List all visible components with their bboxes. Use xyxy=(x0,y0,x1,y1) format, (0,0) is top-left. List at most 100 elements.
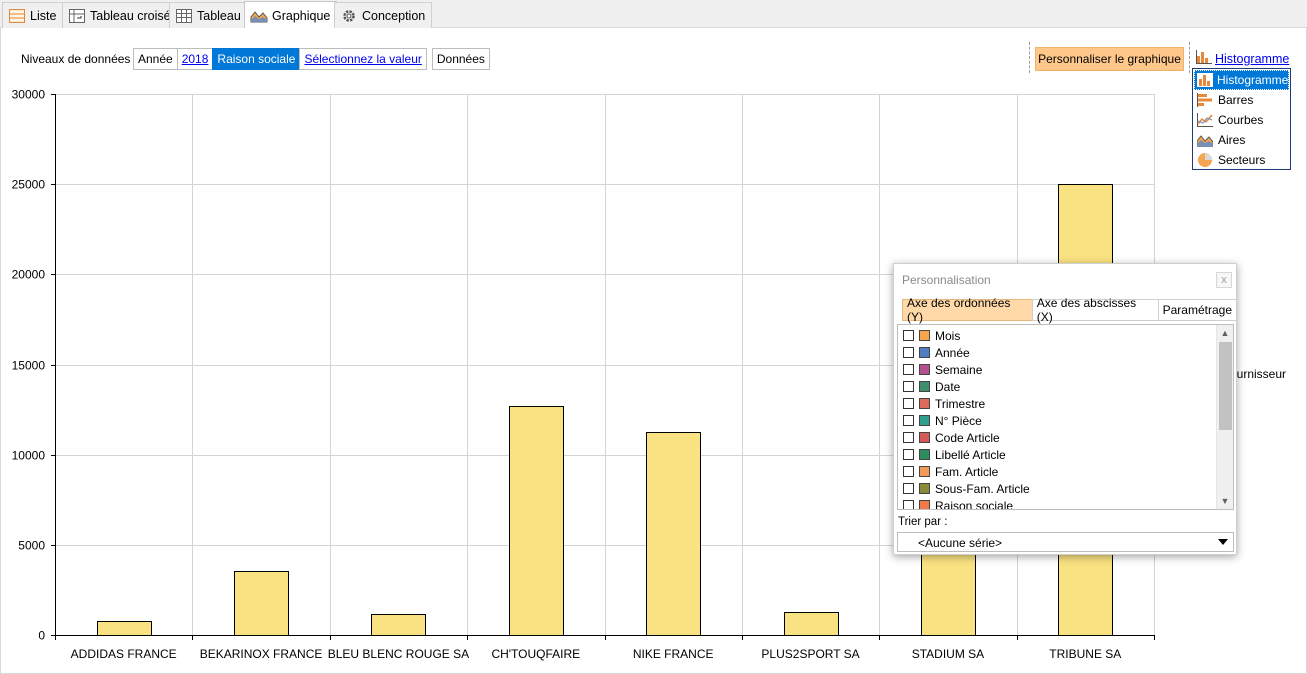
tab-tableau[interactable]: Tableau xyxy=(169,2,248,28)
bar xyxy=(784,612,839,636)
x-tick-label: CH'TOUQFAIRE xyxy=(491,647,580,661)
line-chart-icon xyxy=(1196,112,1214,128)
tab-liste[interactable]: Liste xyxy=(2,2,64,28)
tab-graphique[interactable]: Graphique xyxy=(244,1,338,29)
y-tick-label: 30000 xyxy=(12,88,46,102)
menu-item-label: Aires xyxy=(1218,133,1246,147)
y-tick-label: 20000 xyxy=(12,268,46,282)
field-checkbox[interactable] xyxy=(903,483,914,494)
level-donnees[interactable]: Données xyxy=(431,48,490,70)
toolbar-separator xyxy=(1029,42,1030,73)
x-tick-label: STADIUM SA xyxy=(912,647,984,661)
series-color-swatch xyxy=(919,364,930,375)
y-tick-label: 25000 xyxy=(12,178,46,192)
menu-item-secteurs[interactable]: Secteurs xyxy=(1194,150,1289,170)
menu-item-courbes[interactable]: Courbes xyxy=(1194,110,1289,130)
bar xyxy=(234,571,289,636)
bar xyxy=(371,614,426,636)
field-checkbox[interactable] xyxy=(903,415,914,426)
tab-axe-abscisses[interactable]: Axe des abscisses (X) xyxy=(1031,296,1159,324)
chart-type-dropdown[interactable]: Histogramme xyxy=(1196,50,1289,67)
dialog-tabs: Axe des ordonnées (Y) Axe des abscisses … xyxy=(902,296,1237,324)
field-checkbox[interactable] xyxy=(903,432,914,443)
field-label: Trimestre xyxy=(935,396,986,411)
field-label: Fam. Article xyxy=(935,464,999,479)
close-button[interactable]: x xyxy=(1216,272,1232,288)
x-tick-label: NIKE FRANCE xyxy=(633,647,714,661)
field-row[interactable]: N° Pièce xyxy=(903,412,982,429)
field-checkbox[interactable] xyxy=(903,500,914,509)
menu-item-barres[interactable]: Barres xyxy=(1194,90,1289,110)
table-icon xyxy=(175,8,193,24)
series-color-swatch xyxy=(919,483,930,494)
field-checkbox[interactable] xyxy=(903,347,914,358)
tab-tableau-label: Tableau xyxy=(197,8,241,23)
field-row[interactable]: Mois xyxy=(903,327,960,344)
field-checkbox[interactable] xyxy=(903,398,914,409)
pivot-table-icon xyxy=(68,8,86,24)
chart-type-menu: Histogramme Barres Courbes Aires Secteur… xyxy=(1192,68,1291,170)
scrollbar[interactable]: ▲ ▼ xyxy=(1216,325,1233,509)
series-color-swatch xyxy=(919,466,930,477)
bar xyxy=(509,406,564,636)
field-row[interactable]: Code Article xyxy=(903,429,1000,446)
close-icon: x xyxy=(1221,274,1227,286)
area-chart-icon xyxy=(1196,132,1214,148)
level-annee[interactable]: Année xyxy=(133,48,178,70)
tab-liste-label: Liste xyxy=(30,8,57,23)
series-color-swatch xyxy=(919,500,930,509)
series-color-swatch xyxy=(919,381,930,392)
field-label: Mois xyxy=(935,328,961,343)
field-label: Code Article xyxy=(935,430,1000,445)
x-tick-label: ADDIDAS FRANCE xyxy=(71,647,177,661)
tab-axe-ordonnees[interactable]: Axe des ordonnées (Y) xyxy=(902,296,1033,324)
field-checkbox[interactable] xyxy=(903,381,914,392)
field-row[interactable]: Semaine xyxy=(903,361,982,378)
histogram-icon xyxy=(1197,72,1213,88)
histogram-icon xyxy=(1196,50,1212,67)
field-row[interactable]: Date xyxy=(903,378,960,395)
field-row[interactable]: Trimestre xyxy=(903,395,985,412)
bar xyxy=(646,432,701,636)
level-select-value-link[interactable]: Sélectionnez la valeur xyxy=(299,48,427,70)
field-checkbox[interactable] xyxy=(903,466,914,477)
tab-graphique-label: Graphique xyxy=(272,8,331,23)
series-field-list: Mois Année Semaine Date Trimestre N° Pièce Cod… xyxy=(897,324,1234,510)
field-row[interactable]: Sous-Fam. Article xyxy=(903,480,1030,497)
toolbar-separator xyxy=(1189,42,1190,73)
bar xyxy=(97,621,152,636)
bars-icon xyxy=(1196,92,1214,108)
field-row[interactable]: Libellé Article xyxy=(903,446,1006,463)
customize-chart-button[interactable]: Personnaliser le graphique xyxy=(1035,47,1184,71)
x-tick-label: TRIBUNE SA xyxy=(1049,647,1121,661)
field-row[interactable]: Année xyxy=(903,344,970,361)
scroll-thumb[interactable] xyxy=(1219,342,1232,430)
tab-conception[interactable]: Conception xyxy=(334,2,433,28)
field-checkbox[interactable] xyxy=(903,330,914,341)
menu-item-label: Barres xyxy=(1218,93,1254,107)
field-checkbox[interactable] xyxy=(903,364,914,375)
menu-item-histogramme[interactable]: Histogramme xyxy=(1194,70,1289,90)
menu-item-aires[interactable]: Aires xyxy=(1194,130,1289,150)
area-chart-icon xyxy=(250,8,268,24)
field-row[interactable]: Fam. Article xyxy=(903,463,998,480)
y-tick-label: 15000 xyxy=(12,359,46,373)
series-color-swatch xyxy=(919,415,930,426)
series-color-swatch xyxy=(919,432,930,443)
scroll-up-icon[interactable]: ▲ xyxy=(1220,328,1230,338)
field-row[interactable]: Raison sociale xyxy=(903,497,1013,509)
tab-tableau-croise-label: Tableau croisé xyxy=(90,8,171,23)
field-checkbox[interactable] xyxy=(903,449,914,460)
level-2018-link[interactable]: 2018 xyxy=(176,48,214,70)
scroll-down-icon[interactable]: ▼ xyxy=(1220,496,1230,506)
tab-parametrage[interactable]: Paramétrage xyxy=(1157,299,1237,321)
y-tick-label: 10000 xyxy=(12,449,46,463)
level-raison-sociale[interactable]: Raison sociale xyxy=(212,48,301,70)
chart-type-current: Histogramme xyxy=(1215,51,1290,66)
sort-by-value: <Aucune série> xyxy=(918,536,1003,550)
pie-chart-icon xyxy=(1196,152,1214,168)
sort-by-select[interactable]: <Aucune série> xyxy=(897,532,1234,552)
legend-text: ournisseur xyxy=(1230,367,1287,381)
menu-item-label: Histogramme xyxy=(1217,73,1289,87)
chevron-down-icon xyxy=(1218,539,1228,545)
